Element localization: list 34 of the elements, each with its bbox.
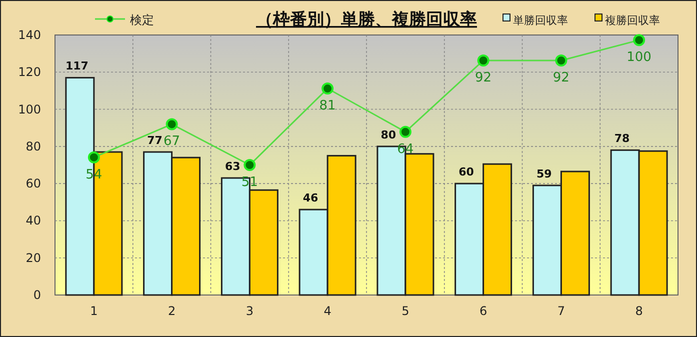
x-tick-label: 8 (635, 304, 643, 318)
data-label: 54 (86, 167, 102, 182)
y-tick-label: 0 (33, 288, 41, 302)
chart-title: （枠番別）単勝、複勝回収率 (256, 10, 477, 30)
x-tick-label: 4 (324, 304, 332, 318)
data-label: 67 (164, 134, 180, 150)
y-tick-label: 40 (26, 214, 41, 228)
x-tick-label: 5 (402, 304, 410, 318)
y-tick-label: 60 (26, 176, 41, 191)
data-label: 60 (458, 166, 474, 179)
data-label: 81 (319, 98, 336, 114)
data-label: 80 (380, 128, 396, 142)
data-label: 92 (552, 70, 570, 86)
x-tick-label: 1 (90, 304, 98, 318)
y-tick-label: 120 (18, 65, 41, 80)
data-label: 63 (225, 160, 240, 173)
x-tick-label: 6 (479, 304, 488, 318)
data-label: 78 (614, 132, 630, 146)
data-label: 100 (626, 50, 652, 66)
legend-label: 複勝回収率 (605, 14, 660, 27)
y-tick-label: 140 (18, 28, 41, 42)
legend-label: 単勝回収率 (513, 14, 568, 27)
x-tick-label: 3 (246, 304, 254, 318)
data-label: 59 (536, 167, 552, 180)
legend-label: 検定 (130, 13, 154, 27)
data-label: 77 (147, 134, 162, 147)
y-tick-label: 20 (26, 250, 41, 265)
data-label: 46 (302, 192, 319, 205)
x-tick-label: 2 (168, 304, 176, 318)
y-tick-label: 100 (18, 102, 41, 116)
data-label: 117 (65, 60, 88, 73)
y-tick-label: 80 (26, 139, 41, 154)
data-label: 92 (475, 70, 492, 86)
x-tick-label: 7 (557, 304, 566, 318)
